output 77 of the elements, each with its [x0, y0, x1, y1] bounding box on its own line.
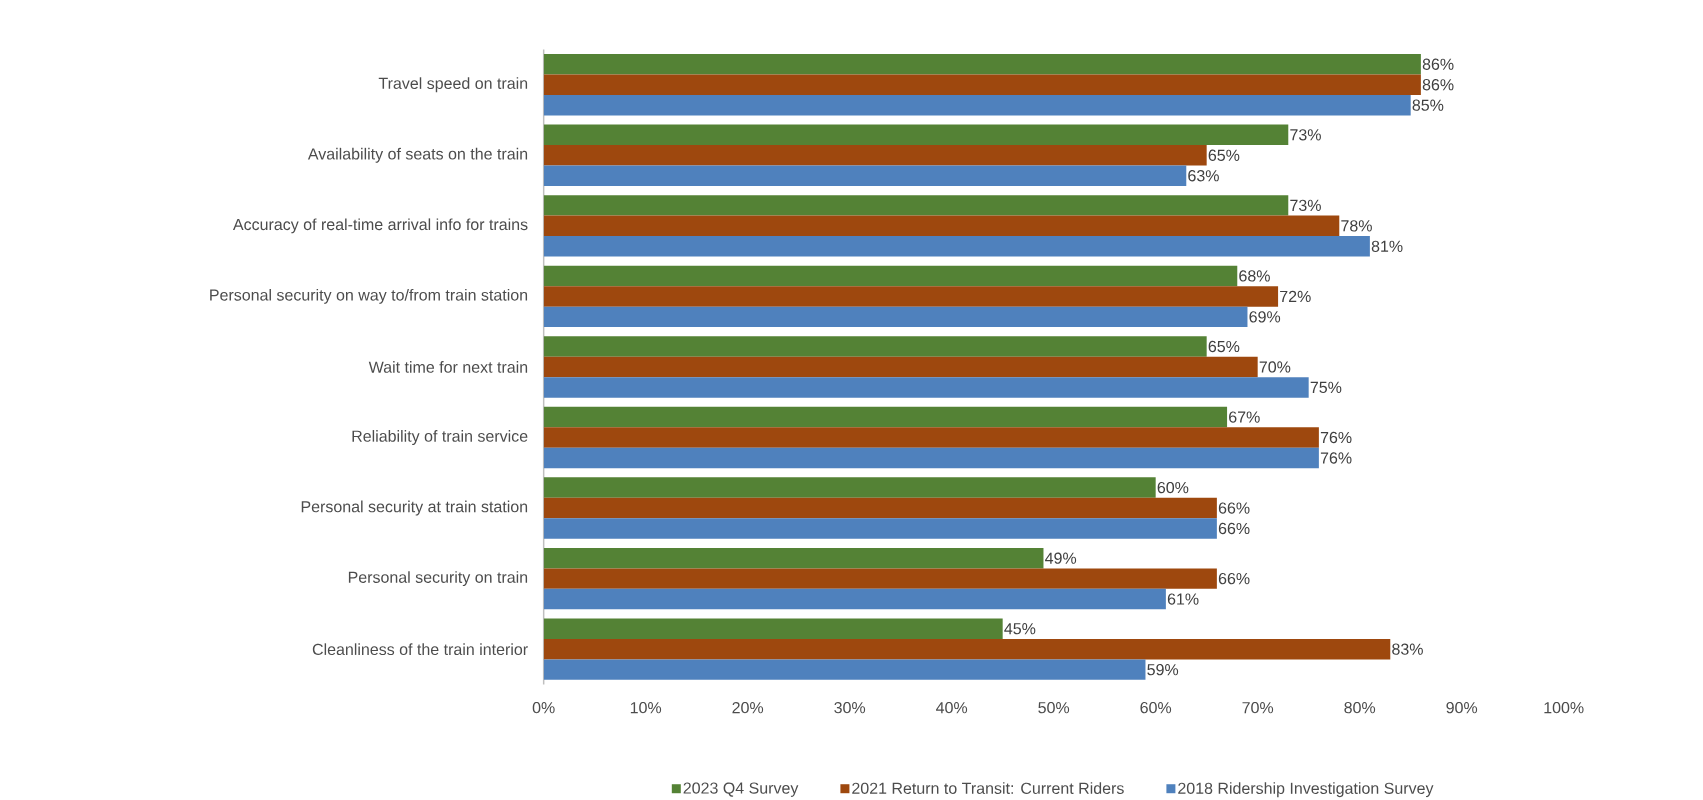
- x-tick-label: 20%: [732, 701, 764, 714]
- data-label: 66%: [1218, 572, 1250, 585]
- bar: [543, 497, 1217, 519]
- bar: [543, 618, 1003, 639]
- data-label: 85%: [1412, 99, 1444, 111]
- bar: [543, 406, 1228, 428]
- data-label: 73%: [1290, 199, 1321, 211]
- data-label: 86%: [1422, 78, 1454, 91]
- y-tick-label: Cleanliness of the train interior: [312, 643, 528, 655]
- legend-label: 2023 Q4 Survey: [683, 782, 799, 797]
- data-label: 63%: [1188, 169, 1219, 182]
- y-tick-label: Accuracy of real-time arrival info for trains: [232, 218, 528, 234]
- y-tick-label: Reliability of train service: [352, 429, 528, 445]
- data-label: 60%: [1157, 481, 1189, 494]
- bar: [543, 265, 1238, 287]
- y-tick-label: Wait time for next train: [368, 360, 528, 373]
- bar: [543, 659, 1146, 680]
- bar: [543, 356, 1258, 378]
- data-label: 69%: [1249, 311, 1281, 323]
- data-label: 49%: [1045, 552, 1077, 564]
- data-label: 83%: [1392, 643, 1423, 655]
- data-label: 65%: [1208, 340, 1240, 353]
- bar: [543, 336, 1207, 357]
- data-label: 66%: [1218, 522, 1250, 535]
- bar: [543, 638, 1391, 660]
- data-label: 66%: [1218, 502, 1250, 514]
- data-label: 59%: [1147, 663, 1179, 676]
- data-label: 72%: [1280, 290, 1311, 302]
- y-tick-label: Availability of seats on the train: [307, 147, 528, 163]
- x-tick-label: 100%: [1544, 701, 1584, 714]
- y-tick-label: Personal security on way to/from train station: [210, 288, 528, 304]
- y-tick-label: Personal security at train station: [301, 500, 528, 516]
- bar: [543, 547, 1044, 569]
- x-tick-label: 50%: [1038, 701, 1070, 714]
- bar: [543, 165, 1187, 186]
- bar: [543, 124, 1289, 145]
- bar: [543, 235, 1370, 257]
- data-label: 70%: [1259, 361, 1291, 373]
- data-label: 75%: [1310, 381, 1342, 393]
- data-label: 76%: [1320, 452, 1352, 464]
- bar: [543, 215, 1340, 236]
- x-tick-label: 0%: [532, 701, 555, 714]
- x-tick-label: 80%: [1344, 701, 1376, 714]
- bar: [543, 306, 1248, 327]
- data-label: 65%: [1208, 149, 1240, 161]
- bar: [543, 477, 1156, 498]
- data-label: 73%: [1290, 129, 1321, 141]
- bar: [543, 427, 1319, 448]
- bar: [543, 195, 1289, 216]
- y-tick-label: Personal security on train: [348, 571, 528, 586]
- data-label: 76%: [1320, 431, 1352, 444]
- legend-label: 2021 Return to Transit: Current Riders: [852, 782, 1124, 794]
- bar: [543, 53, 1421, 75]
- legend-label: 2018 Ridership Investigation Survey: [1178, 782, 1434, 798]
- bar: [543, 144, 1207, 166]
- bar: [543, 518, 1217, 539]
- data-label: 86%: [1422, 58, 1454, 70]
- data-label: 67%: [1229, 411, 1260, 423]
- bar: [543, 447, 1319, 469]
- x-tick-label: 30%: [834, 701, 866, 714]
- x-tick-label: 70%: [1242, 701, 1274, 714]
- data-label: 61%: [1167, 593, 1199, 605]
- x-tick-label: 60%: [1140, 701, 1172, 714]
- data-label: 78%: [1341, 220, 1372, 232]
- bar: [543, 74, 1421, 95]
- bar: [543, 286, 1279, 307]
- data-label: 68%: [1239, 270, 1270, 282]
- data-label: 81%: [1371, 240, 1403, 252]
- x-tick-label: 10%: [630, 701, 662, 714]
- y-tick-label: Travel speed on train: [378, 77, 528, 93]
- bar: [543, 568, 1217, 589]
- bar: [543, 377, 1309, 398]
- data-label: 45%: [1004, 622, 1036, 635]
- x-tick-label: 90%: [1446, 701, 1478, 714]
- bar: [543, 588, 1166, 610]
- x-tick-label: 40%: [936, 701, 968, 714]
- bar: [543, 94, 1411, 116]
